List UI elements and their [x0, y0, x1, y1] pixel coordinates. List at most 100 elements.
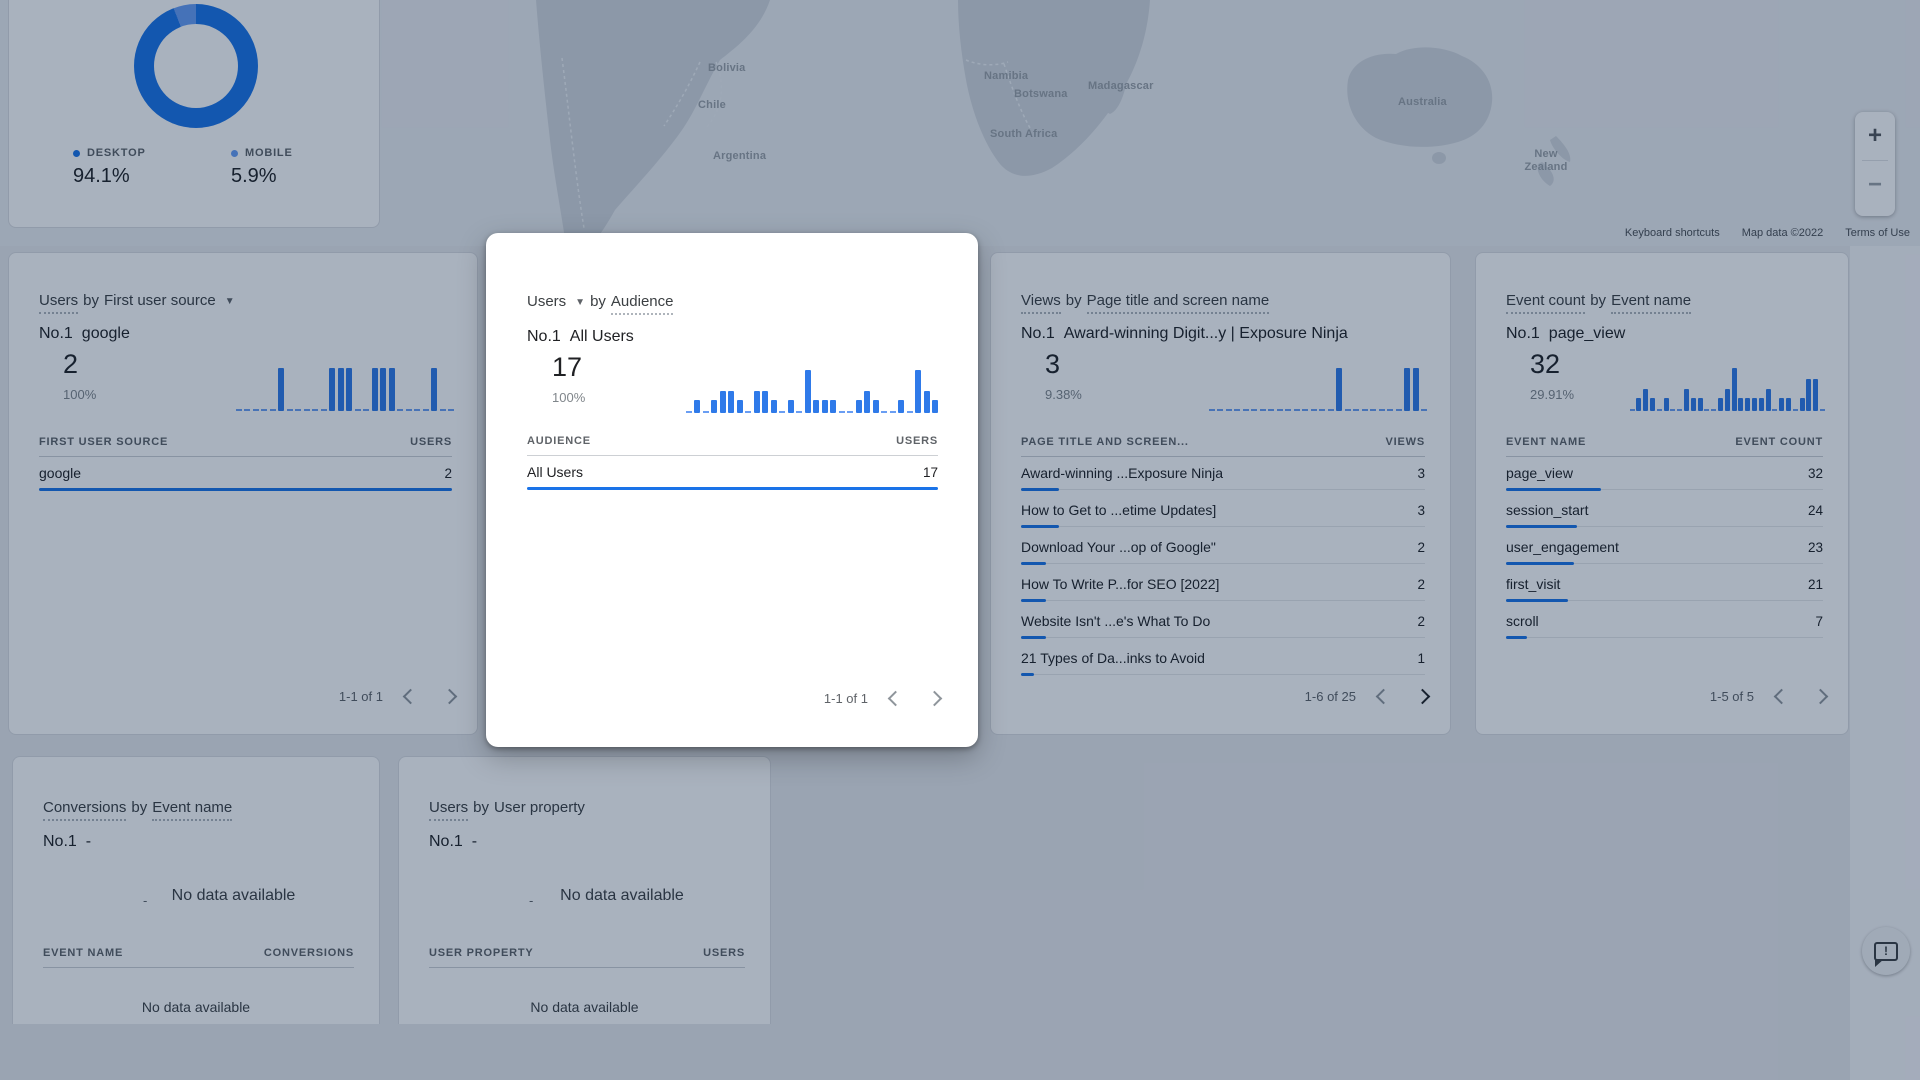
card-title: Views by Page title and screen name [1021, 292, 1270, 315]
table-row[interactable]: page_view 32 [1506, 457, 1823, 494]
column-header[interactable]: USER PROPERTY [429, 947, 534, 959]
row-label: google [39, 465, 82, 481]
column-header[interactable]: EVENT NAME [43, 947, 124, 959]
metric-share: 29.91% [1530, 387, 1575, 402]
mobile-dot-icon [231, 149, 238, 157]
pagination-label: 1-6 of 25 [1304, 688, 1356, 704]
metric-selector[interactable]: Users [527, 293, 567, 311]
map-zoom-in-button[interactable]: + [1867, 122, 1882, 149]
row-value-bar [1506, 599, 1569, 602]
metric-label[interactable]: Users [39, 292, 79, 315]
table-row[interactable]: Download Your ...op of Google" 2 [1021, 531, 1425, 568]
row-label: user_engagement [1506, 539, 1619, 555]
zoom-control-divider [1862, 160, 1888, 161]
table-header: EVENT NAME EVENT COUNT [1506, 436, 1823, 448]
row-value: 3 [1417, 503, 1425, 518]
event-count-by-event-name-card: Event count by Event name No.1 page_view … [1475, 252, 1849, 735]
row-value: 2 [444, 466, 452, 481]
column-header[interactable]: USERS [410, 436, 452, 448]
metric-label[interactable]: Views [1021, 292, 1061, 315]
dropdown-arrow-icon[interactable] [575, 297, 585, 308]
row-separator [1021, 563, 1425, 564]
table-row[interactable]: session_start 24 [1506, 494, 1823, 531]
row-label: first_visit [1506, 576, 1561, 592]
row-separator [1506, 489, 1823, 490]
column-header[interactable]: AUDIENCE [527, 435, 591, 447]
top-entry: No.1- [429, 833, 477, 851]
column-header[interactable]: CONVERSIONS [263, 947, 354, 959]
pagination: 1-6 of 25 [1304, 683, 1431, 709]
map-label-australia: Australia [1398, 96, 1447, 108]
metric-label[interactable]: Event count [1506, 292, 1586, 315]
title-separator: by [473, 799, 490, 817]
next-page-icon[interactable] [926, 690, 943, 706]
dimension-label[interactable]: Event name [152, 799, 233, 822]
empty-metric-dash: - [529, 893, 534, 908]
row-label: How to Get to ...etime Updates] [1021, 502, 1217, 518]
column-header[interactable]: EVENT COUNT [1735, 436, 1823, 448]
table-body: google 2 [39, 457, 452, 494]
map-label-south-africa: South Africa [990, 128, 1058, 140]
row-value: 2 [1417, 577, 1425, 592]
metric-label[interactable]: Conversions [43, 799, 127, 822]
row-separator [1021, 526, 1425, 527]
row-value: 7 [1815, 614, 1823, 629]
dimension-selector[interactable]: First user source [104, 292, 216, 310]
map-label-madagascar: Madagascar [1088, 80, 1154, 92]
header-divider [43, 967, 354, 968]
legend-item-desktop[interactable]: DESKTOP 94.1% [73, 147, 146, 188]
legend-value: 5.9% [231, 165, 277, 187]
column-header[interactable]: VIEWS [1385, 436, 1425, 448]
keyboard-shortcuts-link[interactable]: Keyboard shortcuts [1624, 227, 1720, 239]
device-donut-chart[interactable] [134, 4, 258, 128]
table-row[interactable]: scroll 7 [1506, 605, 1823, 642]
dimension-label[interactable]: User property [494, 799, 585, 817]
column-header[interactable]: PAGE TITLE AND SCREEN... [1021, 436, 1189, 448]
metric-label[interactable]: Users [429, 799, 469, 822]
table-row[interactable]: first_visit 21 [1506, 568, 1823, 605]
row-value-bar [1506, 488, 1601, 491]
row-value: 32 [1807, 466, 1823, 481]
table-row[interactable]: 21 Types of Da...inks to Avoid 1 [1021, 642, 1425, 679]
map-landmasses [536, 0, 1571, 246]
rank-label: No.1 [39, 325, 73, 342]
table-row[interactable]: Website Isn't ...e's What To Do 2 [1021, 605, 1425, 642]
table-row[interactable]: google 2 [39, 457, 452, 494]
row-separator [1506, 637, 1823, 638]
row-value-bar [1506, 636, 1527, 639]
legend-item-mobile[interactable]: MOBILE 5.9% [231, 147, 293, 188]
metric-value: 3 [1045, 349, 1061, 379]
map-zoom-out-button[interactable]: − [1867, 171, 1882, 198]
terms-of-use-link[interactable]: Terms of Use [1845, 227, 1910, 239]
trend-sparkline [1629, 355, 1825, 411]
column-header[interactable]: USERS [896, 435, 938, 447]
table-header: AUDIENCE USERS [527, 435, 938, 447]
row-label: page_view [1506, 465, 1573, 481]
map-label-argentina: Argentina [713, 150, 767, 162]
dimension-label[interactable]: Event name [1611, 292, 1692, 315]
prev-page-icon[interactable] [887, 690, 904, 706]
table-body: All Users 17 [527, 456, 938, 493]
metric-value: 17 [552, 352, 583, 382]
dimension-label[interactable]: Audience [610, 293, 674, 316]
views-by-page-title-card: Views by Page title and screen name No.1… [990, 252, 1451, 735]
row-value: 17 [922, 465, 938, 480]
column-header[interactable]: FIRST USER SOURCE [39, 436, 169, 448]
table-row[interactable]: How to Get to ...etime Updates] 3 [1021, 494, 1425, 531]
dimension-label[interactable]: Page title and screen name [1086, 292, 1270, 315]
row-value-bar [1506, 562, 1575, 565]
rank-label: No.1 [43, 833, 77, 850]
column-header[interactable]: EVENT NAME [1506, 436, 1587, 448]
map-data-copyright: Map data ©2022 [1741, 227, 1824, 239]
table-row[interactable]: How To Write P...for SEO [2022] 2 [1021, 568, 1425, 605]
row-label: session_start [1506, 502, 1589, 518]
table-row[interactable]: Award-winning ...Exposure Ninja 3 [1021, 457, 1425, 494]
table-row[interactable]: All Users 17 [527, 456, 938, 493]
row-value: 2 [1417, 614, 1425, 629]
rank-label: No.1 [1506, 325, 1540, 342]
feedback-button[interactable]: ! [1862, 927, 1910, 975]
column-header[interactable]: USERS [703, 947, 745, 959]
table-row[interactable]: user_engagement 23 [1506, 531, 1823, 568]
